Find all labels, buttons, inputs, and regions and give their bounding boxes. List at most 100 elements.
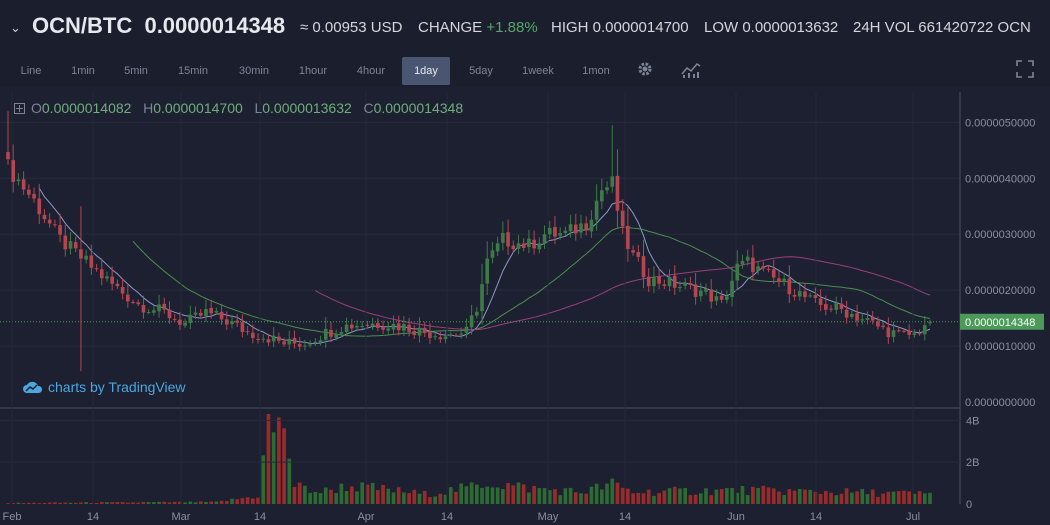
volume-bar (73, 502, 78, 504)
volume-bar (313, 492, 318, 504)
candle-body (131, 302, 135, 304)
candle-body (667, 276, 672, 287)
volume-bar (469, 482, 474, 504)
candle-body (865, 317, 870, 320)
volume-bar (120, 502, 125, 504)
candle-body (157, 304, 161, 312)
volume-bar (162, 501, 167, 504)
volume-bar (745, 495, 750, 504)
volume-bar (480, 487, 484, 504)
volume-bar (438, 493, 443, 504)
volume-bar (381, 484, 385, 504)
volume-bar (6, 503, 10, 504)
volume-bar (115, 502, 120, 504)
price-tick-label: 0.0000020000 (965, 285, 1035, 297)
candle-body (573, 224, 578, 234)
volume-bars (6, 413, 932, 504)
volume-bar (730, 487, 734, 504)
candle-body (443, 336, 448, 340)
low-stat: LOW 0.0000013632 (704, 19, 839, 36)
volume-bar (204, 501, 208, 504)
timeframe-1min[interactable]: 1min (71, 65, 95, 77)
timeframe-line[interactable]: Line (20, 65, 42, 77)
candle-body (53, 224, 57, 226)
volume-bar (636, 492, 641, 504)
candle-body (771, 269, 776, 278)
volume-bar (99, 502, 104, 504)
x-tick-label: Jul (906, 511, 920, 523)
candle-body (412, 330, 417, 336)
candle-body (626, 225, 630, 250)
volume-bar (928, 492, 932, 504)
candle-body (99, 269, 104, 279)
timeframe-1mon[interactable]: 1mon (582, 65, 610, 77)
volume-bar (756, 487, 760, 504)
volume-bar (282, 428, 286, 504)
x-tick-label: 14 (254, 511, 266, 523)
legend-toggle-icon[interactable] (14, 103, 25, 114)
candle-body (474, 311, 479, 316)
indicators-icon[interactable] (681, 60, 701, 83)
candle-body (219, 311, 224, 320)
volume-bar (683, 488, 687, 504)
candle-body (678, 286, 682, 289)
volume-bar (870, 489, 875, 504)
candle-body (42, 214, 47, 220)
volume-bar (615, 482, 620, 504)
volume-bar (245, 497, 250, 504)
volume-bar (876, 496, 880, 504)
moving-average-25 (132, 226, 931, 337)
candle-body (115, 283, 120, 287)
volume-bar (32, 502, 36, 504)
candle-body (172, 319, 177, 321)
candle-body (594, 200, 599, 220)
timeframe-5day[interactable]: 5day (469, 65, 493, 77)
volume-bar (360, 482, 365, 504)
volume-bar (459, 483, 464, 504)
candle-body (323, 328, 328, 340)
x-tick-label: May (538, 511, 559, 523)
candle-body (584, 223, 589, 231)
candle-body (329, 329, 333, 337)
timeframe-1hour[interactable]: 1hour (298, 65, 328, 77)
volume-bar (376, 490, 380, 504)
timeframe-1week[interactable]: 1week (522, 65, 554, 77)
candle-body (339, 331, 344, 334)
candle-body (396, 323, 401, 331)
timeframe-1day[interactable]: 1day (402, 57, 450, 85)
volume-bar (303, 485, 307, 504)
volume-bar (506, 483, 510, 504)
candle-body (501, 233, 505, 243)
candle-body (266, 339, 271, 343)
candle-body (433, 336, 437, 338)
volume-stat: 24H VOL 661420722 OCN (853, 19, 1031, 36)
tradingview-branding[interactable]: charts by TradingView (22, 379, 185, 395)
timeframe-15min[interactable]: 15min (178, 65, 208, 77)
price-chart[interactable]: 0.0000014348 0.0000050000 0.0000040000 0.00… (0, 92, 1050, 525)
volume-bar (860, 488, 865, 504)
candle-body (725, 296, 729, 300)
timeframe-4hour[interactable]: 4hour (356, 65, 386, 77)
low-value: 0.0000013632 (262, 100, 352, 116)
candle-body (308, 344, 312, 346)
candle-body (402, 324, 406, 331)
volume-bar (266, 413, 271, 504)
candle-body (68, 241, 73, 249)
candles (6, 111, 932, 372)
volume-bar (443, 494, 448, 504)
candle-body (521, 243, 526, 249)
timeframe-30min[interactable]: 30min (239, 65, 269, 77)
volume-bar (714, 489, 719, 504)
candle-body (297, 343, 302, 347)
timeframe-5min[interactable]: 5min (124, 65, 148, 77)
gear-icon[interactable] (636, 60, 654, 83)
candle-body (766, 268, 771, 270)
pair-name[interactable]: OCN/BTC (32, 13, 133, 38)
volume-bar (152, 502, 156, 504)
volume-bar (818, 494, 823, 504)
candle-body (891, 330, 896, 337)
fullscreen-icon[interactable] (1016, 60, 1034, 83)
candle-body (745, 256, 750, 261)
change-value: +1.88% (486, 19, 538, 36)
chevron-down-icon[interactable]: ⌄ (10, 20, 21, 35)
